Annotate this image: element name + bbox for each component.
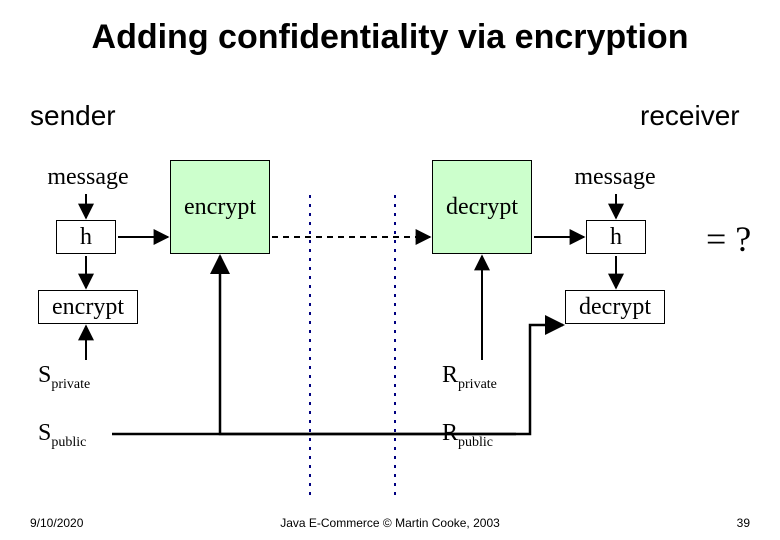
receiver-label: receiver xyxy=(640,100,740,132)
r-public-sub: public xyxy=(458,435,493,450)
footer-page: 39 xyxy=(737,516,750,530)
s-public-label: Spublic xyxy=(38,420,86,451)
s-public-base: S xyxy=(38,420,51,446)
right-decrypt-big: decrypt xyxy=(432,160,532,254)
r-private-base: R xyxy=(442,362,458,388)
left-encrypt-big: encrypt xyxy=(170,160,270,254)
r-public-label: Rpublic xyxy=(442,420,493,451)
r-private-sub: private xyxy=(458,377,497,392)
right-h-box: h xyxy=(586,220,646,254)
s-public-sub: public xyxy=(51,435,86,450)
footer-cite: Java E-Commerce © Martin Cooke, 2003 xyxy=(0,516,780,530)
left-message-box: message xyxy=(38,160,138,194)
right-decrypt-small: decrypt xyxy=(565,290,665,324)
s-private-base: S xyxy=(38,362,51,388)
left-encrypt-small: encrypt xyxy=(38,290,138,324)
diagram-arrows xyxy=(0,0,780,540)
right-message-box: message xyxy=(565,160,665,194)
sender-label: sender xyxy=(30,100,116,132)
compare-label: = ? xyxy=(706,218,751,260)
slide-title: Adding confidentiality via encryption xyxy=(0,18,780,57)
left-h-box: h xyxy=(56,220,116,254)
s-private-label: Sprivate xyxy=(38,362,90,393)
r-public-base: R xyxy=(442,420,458,446)
s-private-sub: private xyxy=(51,377,90,392)
r-private-label: Rprivate xyxy=(442,362,497,393)
